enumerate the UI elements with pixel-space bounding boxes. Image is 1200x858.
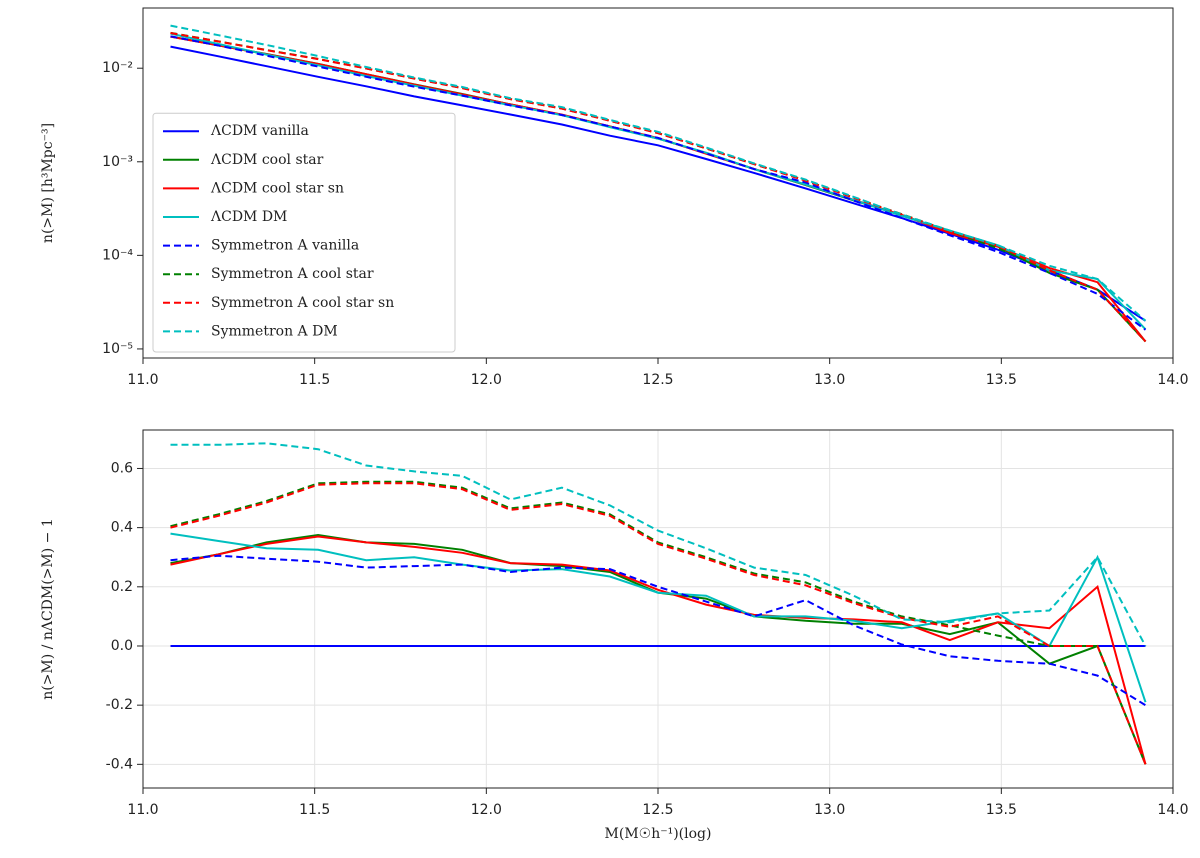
legend-label: Symmetron A DM: [211, 323, 338, 339]
legend-label: ΛCDM DM: [210, 209, 287, 225]
x-tick-label: 12.0: [471, 372, 502, 388]
y-tick-label: 10⁻⁵: [102, 341, 133, 357]
x-tick-label: 13.5: [986, 372, 1017, 388]
plot-frame: [142, 7, 1174, 359]
x-tick-label: 11.0: [127, 372, 158, 388]
legend-label: ΛCDM vanilla: [210, 123, 309, 139]
x-axis-label: M(M☉h⁻¹)(log): [605, 826, 712, 842]
series-line: [170, 24, 1147, 322]
y-axis-label: n(>M) / nΛCDM(>M) − 1: [40, 518, 56, 700]
legend-box: [152, 112, 456, 353]
legend-label: ΛCDM cool star: [210, 152, 324, 168]
y-tick-label: -0.4: [106, 756, 133, 772]
y-tick-label: -0.2: [106, 697, 133, 713]
x-tick-label: 13.5: [986, 802, 1017, 818]
legend-label: Symmetron A cool star: [211, 266, 374, 282]
series-line: [170, 535, 1147, 765]
x-tick-label: 14.0: [1157, 372, 1188, 388]
series-line: [170, 35, 1147, 331]
x-tick-label: 13.0: [814, 802, 845, 818]
legend-label: ΛCDM cool star sn: [210, 180, 344, 196]
x-tick-label: 11.5: [299, 802, 330, 818]
plot-frame: [142, 429, 1174, 789]
y-tick-label: 10⁻³: [102, 154, 133, 170]
x-tick-label: 12.5: [642, 372, 673, 388]
y-tick-label: 10⁻⁴: [102, 247, 133, 263]
x-tick-label: 11.0: [127, 802, 158, 818]
legend-label: Symmetron A cool star sn: [211, 295, 394, 311]
series-line: [170, 480, 1147, 765]
x-tick-label: 12.5: [642, 802, 673, 818]
x-tick-label: 13.0: [814, 372, 845, 388]
x-tick-label: 11.5: [299, 372, 330, 388]
series-line: [170, 45, 1147, 322]
y-tick-label: 0.2: [111, 579, 133, 595]
y-tick-label: 10⁻²: [102, 60, 133, 76]
y-tick-label: 0.4: [111, 520, 133, 536]
y-axis-label: n(>M) [h³Mpc⁻³]: [40, 123, 56, 243]
y-tick-label: 0.0: [111, 638, 133, 654]
x-tick-label: 14.0: [1157, 802, 1188, 818]
y-tick-label: 0.6: [111, 460, 133, 476]
x-tick-label: 12.0: [471, 802, 502, 818]
series-line: [170, 482, 1147, 765]
legend-label: Symmetron A vanilla: [211, 238, 359, 254]
series-line: [170, 442, 1147, 647]
